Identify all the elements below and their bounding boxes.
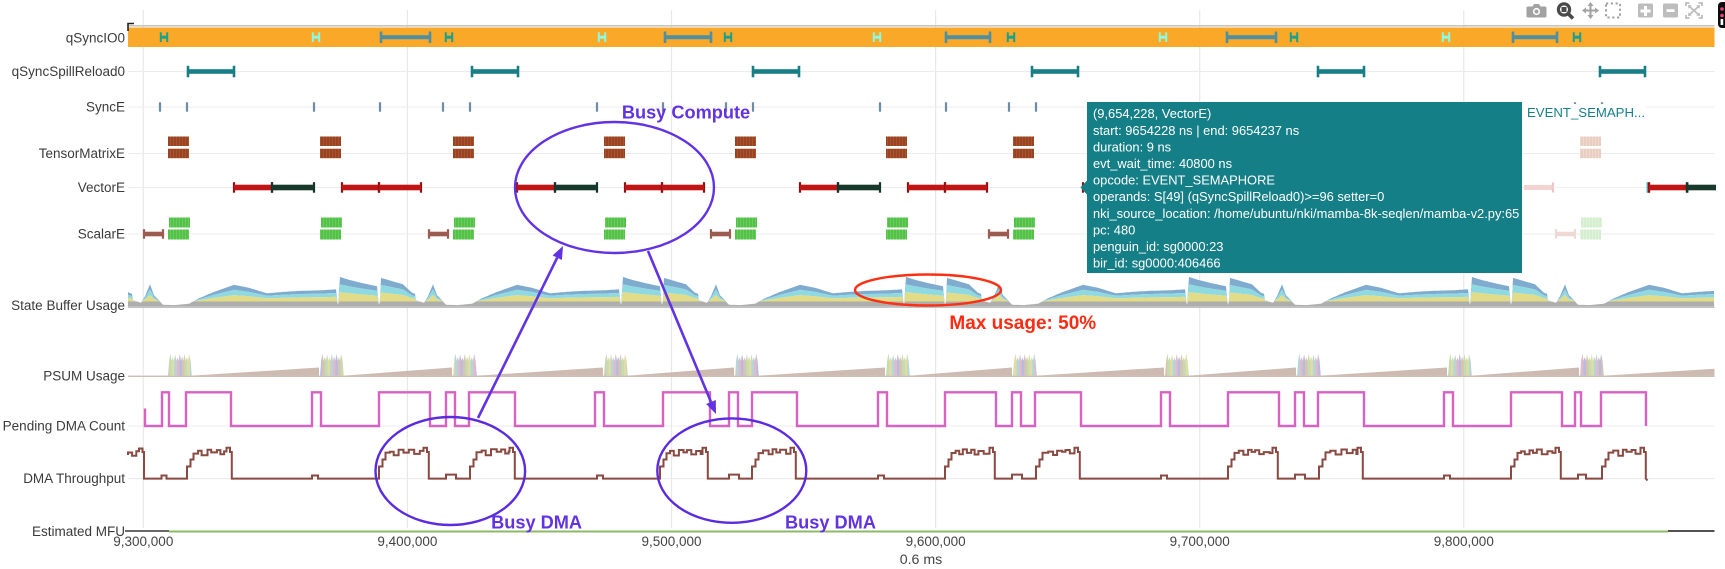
- svg-text:9,600,000: 9,600,000: [906, 534, 966, 549]
- svg-text:9,800,000: 9,800,000: [1434, 534, 1494, 549]
- svg-text:nki_source_location: /home/ubu: nki_source_location: /home/ubuntu/nki/ma…: [1093, 206, 1519, 221]
- svg-text:9,500,000: 9,500,000: [641, 534, 701, 549]
- svg-text:penguin_id: sg0000:23: penguin_id: sg0000:23: [1093, 239, 1223, 254]
- svg-text:Pending DMA Count: Pending DMA Count: [3, 419, 126, 434]
- svg-text:duration: 9 ns: duration: 9 ns: [1093, 139, 1171, 154]
- svg-text:evt_wait_time: 40800 ns: evt_wait_time: 40800 ns: [1093, 156, 1232, 171]
- svg-text:bir_id: sg0000:406466: bir_id: sg0000:406466: [1093, 256, 1221, 271]
- svg-text:EVENT_SEMAPH...: EVENT_SEMAPH...: [1527, 105, 1645, 120]
- svg-text:9,400,000: 9,400,000: [377, 534, 437, 549]
- svg-text:VectorE: VectorE: [78, 180, 125, 195]
- svg-text:0.6 ms: 0.6 ms: [900, 552, 943, 568]
- svg-text:start: 9654228 ns | end: 96542: start: 9654228 ns | end: 9654237 ns: [1093, 123, 1299, 138]
- svg-text:Busy Compute: Busy Compute: [622, 102, 750, 122]
- svg-text:qSyncSpillReload0: qSyncSpillReload0: [12, 64, 125, 79]
- svg-text:9,300,000: 9,300,000: [113, 534, 173, 549]
- svg-text:9,700,000: 9,700,000: [1170, 534, 1230, 549]
- svg-text:pc: 480: pc: 480: [1093, 222, 1135, 237]
- svg-text:ScalarE: ScalarE: [78, 227, 125, 242]
- svg-text:opcode: EVENT_SEMAPHORE: opcode: EVENT_SEMAPHORE: [1093, 173, 1275, 188]
- svg-text:Estimated MFU: Estimated MFU: [32, 524, 125, 539]
- svg-text:(9,654,228, VectorE): (9,654,228, VectorE): [1093, 106, 1211, 121]
- svg-text:Busy DMA: Busy DMA: [785, 512, 876, 532]
- svg-text:Max usage: 50%: Max usage: 50%: [949, 313, 1096, 334]
- svg-text:State Buffer Usage: State Buffer Usage: [11, 298, 125, 313]
- svg-text:operands: S[49] (qSyncSpillRel: operands: S[49] (qSyncSpillReload0)>=96 …: [1093, 189, 1384, 204]
- svg-text:Busy DMA: Busy DMA: [491, 512, 582, 532]
- svg-text:SyncE: SyncE: [86, 100, 125, 115]
- svg-text:DMA Throughput: DMA Throughput: [23, 471, 125, 486]
- svg-text:PSUM Usage: PSUM Usage: [43, 368, 125, 383]
- svg-text:qSyncIO0: qSyncIO0: [66, 31, 125, 46]
- svg-text:TensorMatrixE: TensorMatrixE: [39, 146, 125, 161]
